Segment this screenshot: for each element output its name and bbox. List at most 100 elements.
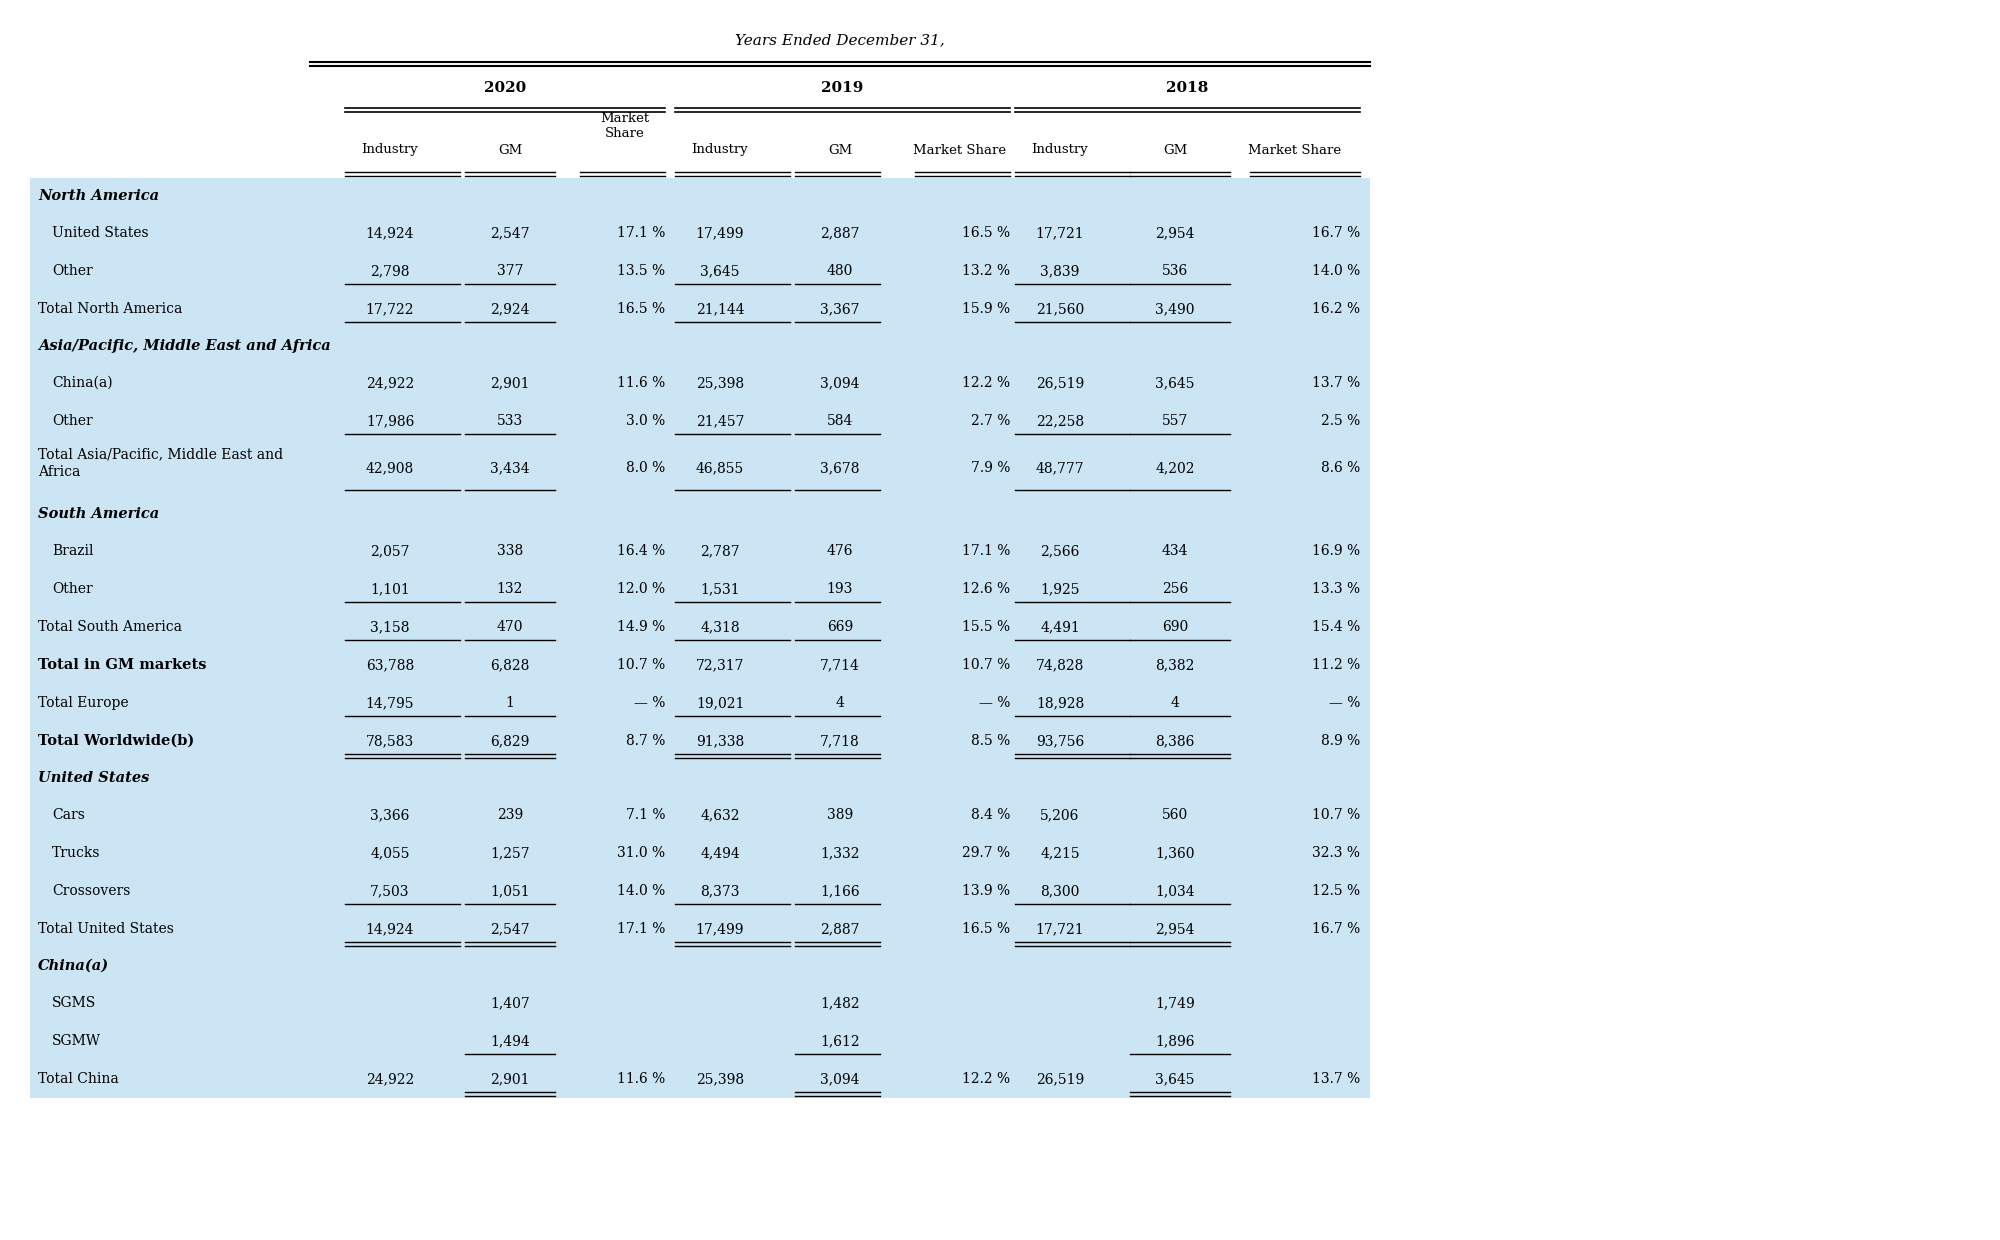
Text: Asia/Pacific, Middle East and Africa: Asia/Pacific, Middle East and Africa xyxy=(38,339,330,353)
Text: 2,547: 2,547 xyxy=(490,226,530,241)
Text: 2019: 2019 xyxy=(822,81,864,95)
Text: 7,714: 7,714 xyxy=(820,658,860,672)
Text: 26,519: 26,519 xyxy=(1036,1073,1084,1086)
Text: 16.2 %: 16.2 % xyxy=(1312,303,1360,316)
Text: — %: — % xyxy=(978,696,1010,711)
Text: 48,777: 48,777 xyxy=(1036,461,1084,475)
Text: 2,887: 2,887 xyxy=(820,226,860,241)
Text: 1,360: 1,360 xyxy=(1156,846,1194,861)
Text: 18,928: 18,928 xyxy=(1036,696,1084,711)
Text: 3,366: 3,366 xyxy=(370,808,410,822)
Text: 15.5 %: 15.5 % xyxy=(962,620,1010,634)
Bar xyxy=(30,179,1370,1097)
Text: Total Europe: Total Europe xyxy=(38,696,128,711)
Text: 3,367: 3,367 xyxy=(820,303,860,316)
Text: Years Ended December 31,: Years Ended December 31, xyxy=(736,33,944,47)
Text: 3,839: 3,839 xyxy=(1040,264,1080,278)
Text: 8.6 %: 8.6 % xyxy=(1320,461,1360,475)
Text: 13.9 %: 13.9 % xyxy=(962,884,1010,898)
Text: 14,924: 14,924 xyxy=(366,226,414,241)
Text: 11.2 %: 11.2 % xyxy=(1312,658,1360,672)
Text: 14.0 %: 14.0 % xyxy=(1312,264,1360,278)
Text: GM: GM xyxy=(1162,144,1188,156)
Text: 8,382: 8,382 xyxy=(1156,658,1194,672)
Text: 78,583: 78,583 xyxy=(366,734,414,748)
Text: Industry: Industry xyxy=(1032,144,1088,156)
Text: 4,491: 4,491 xyxy=(1040,620,1080,634)
Text: 2,901: 2,901 xyxy=(490,1073,530,1086)
Text: 6,829: 6,829 xyxy=(490,734,530,748)
Text: 8.5 %: 8.5 % xyxy=(970,734,1010,748)
Text: 16.5 %: 16.5 % xyxy=(616,303,664,316)
Text: 14,924: 14,924 xyxy=(366,923,414,936)
Text: 11.6 %: 11.6 % xyxy=(616,376,664,391)
Text: 17,986: 17,986 xyxy=(366,414,414,428)
Text: 584: 584 xyxy=(826,414,854,428)
Text: 239: 239 xyxy=(496,808,524,822)
Text: 3.0 %: 3.0 % xyxy=(626,414,664,428)
Text: 15.9 %: 15.9 % xyxy=(962,303,1010,316)
Text: 4,215: 4,215 xyxy=(1040,846,1080,861)
Text: 21,144: 21,144 xyxy=(696,303,744,316)
Text: 1,034: 1,034 xyxy=(1156,884,1194,898)
Text: 8,300: 8,300 xyxy=(1040,884,1080,898)
Text: Total Worldwide(b): Total Worldwide(b) xyxy=(38,734,194,748)
Text: North America: North America xyxy=(38,188,160,203)
Text: 2,901: 2,901 xyxy=(490,376,530,391)
Text: 12.6 %: 12.6 % xyxy=(962,582,1010,596)
Text: 10.7 %: 10.7 % xyxy=(616,658,664,672)
Text: 2,954: 2,954 xyxy=(1156,226,1194,241)
Text: 32.3 %: 32.3 % xyxy=(1312,846,1360,861)
Text: 16.7 %: 16.7 % xyxy=(1312,923,1360,936)
Text: 557: 557 xyxy=(1162,414,1188,428)
Text: 17,721: 17,721 xyxy=(1036,226,1084,241)
Text: 1,531: 1,531 xyxy=(700,582,740,596)
Text: GM: GM xyxy=(498,144,522,156)
Text: Industry: Industry xyxy=(362,144,418,156)
Text: 480: 480 xyxy=(826,264,854,278)
Text: 1,494: 1,494 xyxy=(490,1034,530,1048)
Text: 2,798: 2,798 xyxy=(370,264,410,278)
Text: 1,166: 1,166 xyxy=(820,884,860,898)
Text: 17.1 %: 17.1 % xyxy=(616,226,664,241)
Text: 3,158: 3,158 xyxy=(370,620,410,634)
Text: 8,386: 8,386 xyxy=(1156,734,1194,748)
Text: 4: 4 xyxy=(836,696,844,711)
Text: 1,925: 1,925 xyxy=(1040,582,1080,596)
Text: South America: South America xyxy=(38,507,160,521)
Text: 17,499: 17,499 xyxy=(696,923,744,936)
Text: 8.9 %: 8.9 % xyxy=(1320,734,1360,748)
Text: SGMS: SGMS xyxy=(52,996,96,1011)
Text: — %: — % xyxy=(634,696,664,711)
Text: 17.1 %: 17.1 % xyxy=(962,544,1010,558)
Text: 16.7 %: 16.7 % xyxy=(1312,226,1360,241)
Text: 4,318: 4,318 xyxy=(700,620,740,634)
Text: 7,503: 7,503 xyxy=(370,884,410,898)
Text: 4,494: 4,494 xyxy=(700,846,740,861)
Text: 91,338: 91,338 xyxy=(696,734,744,748)
Text: 72,317: 72,317 xyxy=(696,658,744,672)
Text: 1,482: 1,482 xyxy=(820,996,860,1011)
Text: 1,257: 1,257 xyxy=(490,846,530,861)
Text: 29.7 %: 29.7 % xyxy=(962,846,1010,861)
Text: 5,206: 5,206 xyxy=(1040,808,1080,822)
Text: Other: Other xyxy=(52,414,92,428)
Text: 2,566: 2,566 xyxy=(1040,544,1080,558)
Text: 7,718: 7,718 xyxy=(820,734,860,748)
Text: Brazil: Brazil xyxy=(52,544,94,558)
Bar xyxy=(30,0,1370,179)
Text: 8.4 %: 8.4 % xyxy=(970,808,1010,822)
Text: 16.4 %: 16.4 % xyxy=(616,544,664,558)
Text: 16.5 %: 16.5 % xyxy=(962,226,1010,241)
Text: Industry: Industry xyxy=(692,144,748,156)
Text: China(a): China(a) xyxy=(38,959,110,973)
Text: Total United States: Total United States xyxy=(38,923,174,936)
Text: 533: 533 xyxy=(496,414,524,428)
Text: 3,094: 3,094 xyxy=(820,376,860,391)
Text: 16.5 %: 16.5 % xyxy=(962,923,1010,936)
Text: 2020: 2020 xyxy=(484,81,526,95)
Text: 15.4 %: 15.4 % xyxy=(1312,620,1360,634)
Text: 3,645: 3,645 xyxy=(1156,376,1194,391)
Text: 13.3 %: 13.3 % xyxy=(1312,582,1360,596)
Text: 3,645: 3,645 xyxy=(1156,1073,1194,1086)
